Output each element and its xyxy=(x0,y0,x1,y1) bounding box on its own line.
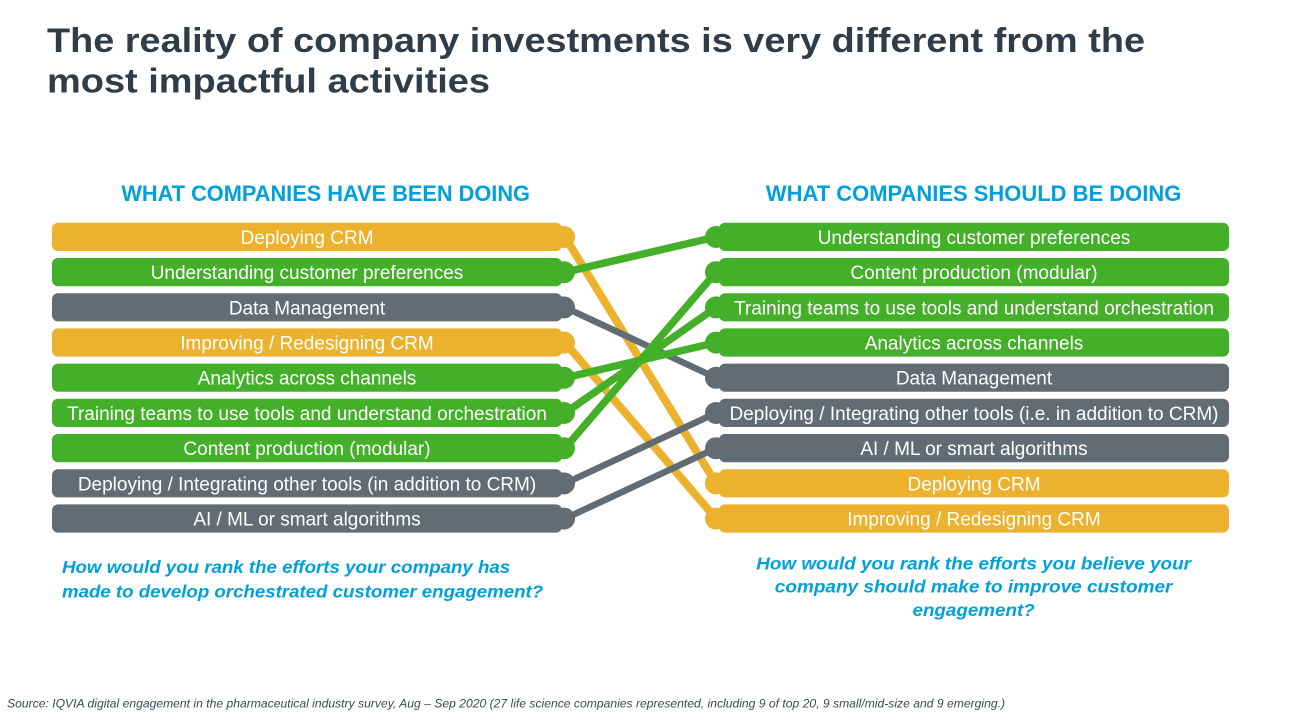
svg-text:Data Management: Data Management xyxy=(896,369,1053,390)
svg-text:How would you rank the efforts: How would you rank the efforts your comp… xyxy=(62,557,510,577)
svg-text:Improving / Redesigning CRM: Improving / Redesigning CRM xyxy=(847,510,1100,531)
svg-text:Source: IQVIA digital engageme: Source: IQVIA digital engagement in the … xyxy=(7,696,1005,710)
svg-text:Analytics across channels: Analytics across channels xyxy=(198,369,417,390)
svg-text:made to develop orchestrated c: made to develop orchestrated customer en… xyxy=(62,582,544,602)
svg-text:How would you rank the efforts: How would you rank the efforts you belie… xyxy=(756,554,1192,574)
svg-text:Content production (modular): Content production (modular) xyxy=(850,263,1097,284)
svg-text:Training teams to use tools an: Training teams to use tools and understa… xyxy=(67,404,547,425)
svg-text:Data Management: Data Management xyxy=(229,298,386,319)
svg-text:WHAT COMPANIES SHOULD BE DOING: WHAT COMPANIES SHOULD BE DOING xyxy=(766,181,1181,206)
svg-text:company should make to improve: company should make to improve customer xyxy=(775,577,1174,597)
svg-text:most impactful activities: most impactful activities xyxy=(47,63,490,101)
svg-text:engagement?: engagement? xyxy=(913,600,1036,620)
svg-text:AI / ML or smart algorithms: AI / ML or smart algorithms xyxy=(193,510,420,531)
svg-text:AI / ML or smart algorithms: AI / ML or smart algorithms xyxy=(860,439,1087,460)
svg-text:Deploying / Integrating other: Deploying / Integrating other tools (i.e… xyxy=(730,404,1219,425)
svg-text:Improving / Redesigning CRM: Improving / Redesigning CRM xyxy=(180,334,433,355)
svg-text:Understanding customer prefere: Understanding customer preferences xyxy=(151,263,464,284)
svg-text:The reality of company investm: The reality of company investments is ve… xyxy=(47,22,1145,60)
svg-text:Understanding customer prefere: Understanding customer preferences xyxy=(818,228,1131,249)
svg-text:Deploying / Integrating other: Deploying / Integrating other tools (in … xyxy=(78,474,536,495)
svg-text:Training teams to use tools an: Training teams to use tools and understa… xyxy=(734,298,1214,319)
svg-text:WHAT COMPANIES HAVE BEEN DOING: WHAT COMPANIES HAVE BEEN DOING xyxy=(121,181,530,206)
svg-text:Content production (modular): Content production (modular) xyxy=(183,439,430,460)
svg-text:Deploying CRM: Deploying CRM xyxy=(907,474,1040,495)
svg-text:Analytics across channels: Analytics across channels xyxy=(865,334,1084,355)
svg-text:Deploying CRM: Deploying CRM xyxy=(240,228,373,249)
